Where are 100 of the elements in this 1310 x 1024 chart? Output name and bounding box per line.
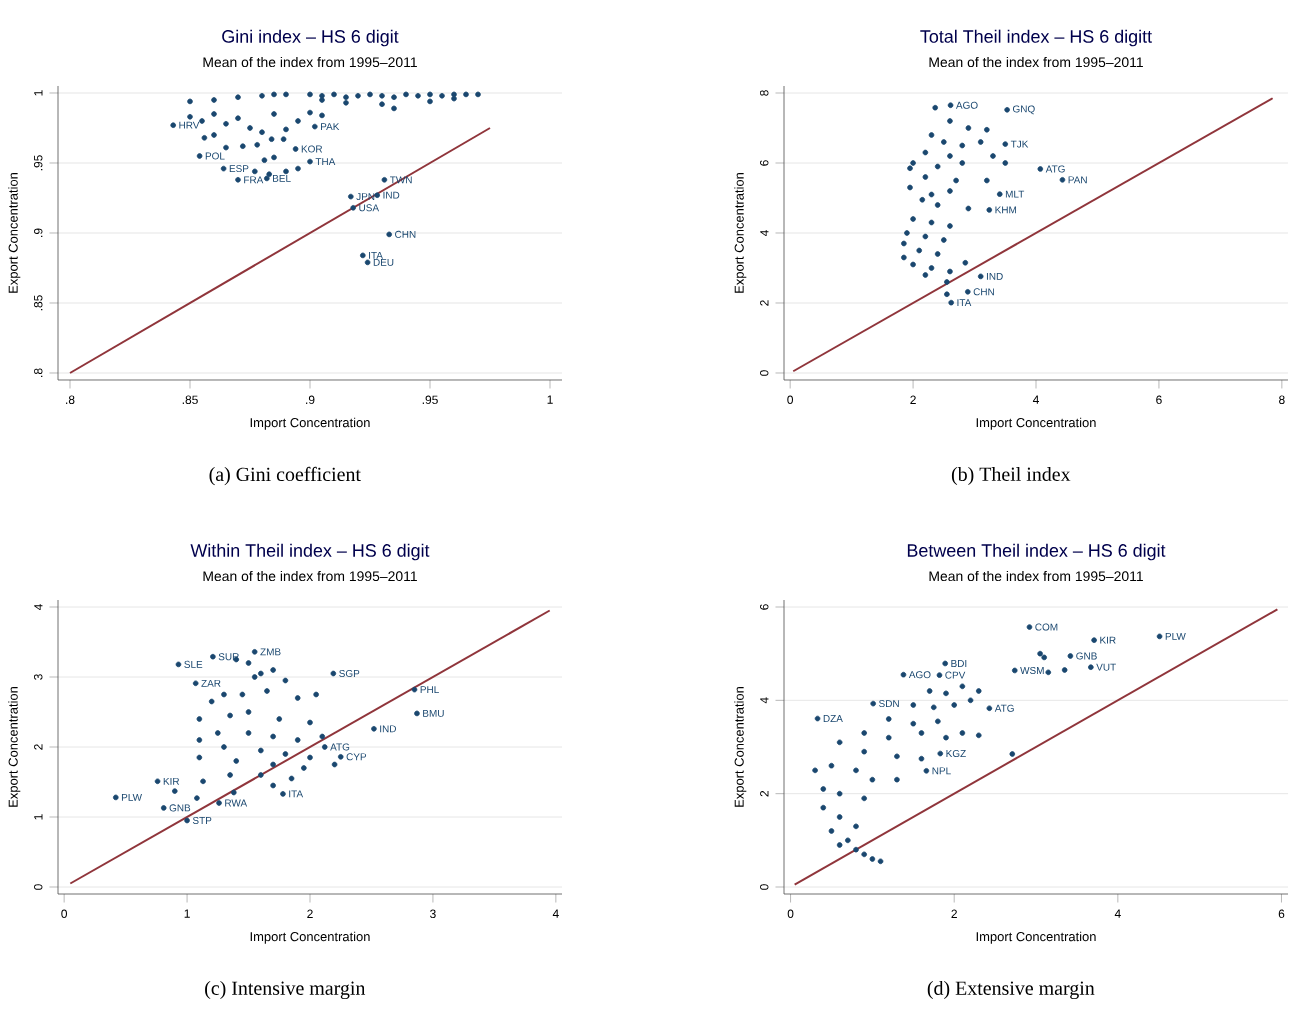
point [196,737,203,743]
point [943,734,949,741]
point [975,688,982,694]
point [184,817,190,824]
point [947,118,953,124]
point [869,776,876,783]
point [836,739,843,746]
point [814,715,821,722]
point [934,251,941,257]
point [216,800,222,806]
point [836,814,843,820]
point [861,730,867,736]
point [280,791,286,797]
point [861,748,867,755]
point [1045,669,1052,676]
chart-title: Within Theil index – HS 6 digit [190,543,430,561]
point [916,247,923,254]
point [928,265,935,271]
point [301,765,307,771]
point [853,846,859,853]
point [1009,751,1016,757]
point [251,674,258,680]
point [251,649,258,655]
point [282,751,289,757]
point [986,207,993,213]
point [1041,654,1047,661]
point [836,790,843,797]
point [371,726,377,732]
point [411,686,418,693]
point [1061,667,1068,673]
chart-title: Between Theil index – HS 6 digit [907,543,1166,561]
point [900,671,907,678]
point [936,672,943,678]
point [943,690,949,697]
point [986,705,993,712]
point [820,786,827,792]
point [861,851,867,858]
point [959,683,966,690]
point [112,794,119,801]
point [947,153,953,159]
point [919,196,926,203]
point [962,259,969,266]
point [934,163,941,170]
point [828,828,835,834]
point [1026,624,1033,630]
point [282,677,289,684]
point [996,191,1003,197]
point [942,660,948,667]
point [910,261,916,268]
point [951,702,957,708]
point [922,149,929,156]
point [221,691,227,698]
point [922,174,929,180]
point [894,776,900,783]
point [258,747,264,754]
point [294,695,301,701]
point [276,716,283,722]
point [1091,637,1097,643]
point [901,240,907,247]
point [331,761,338,768]
point [194,795,200,801]
point [196,716,203,722]
point [941,237,947,243]
point [321,744,328,750]
point [853,823,859,830]
point [885,734,892,741]
point [288,775,295,782]
point [959,160,966,166]
point [313,691,319,698]
point [928,132,935,138]
point [944,291,950,298]
point [894,753,900,760]
point [947,188,953,194]
point [200,778,206,785]
point [877,858,884,865]
point [812,767,818,774]
point [215,730,221,736]
point [941,139,947,145]
point [828,762,835,769]
point [934,202,941,208]
point [294,737,301,743]
point [918,730,925,736]
point [926,688,933,694]
point [910,216,916,222]
chart-title: Gini index – HS 6 digit [222,29,399,47]
point [836,842,843,848]
point [258,670,264,677]
point [245,709,252,715]
point [1002,160,1009,166]
point [918,755,925,762]
point [937,750,944,757]
point [959,142,966,149]
point [977,139,984,145]
point [171,788,178,794]
point [175,661,182,668]
point [230,789,237,796]
point [192,680,199,687]
point [948,299,954,306]
point [270,667,276,673]
point [196,754,203,761]
